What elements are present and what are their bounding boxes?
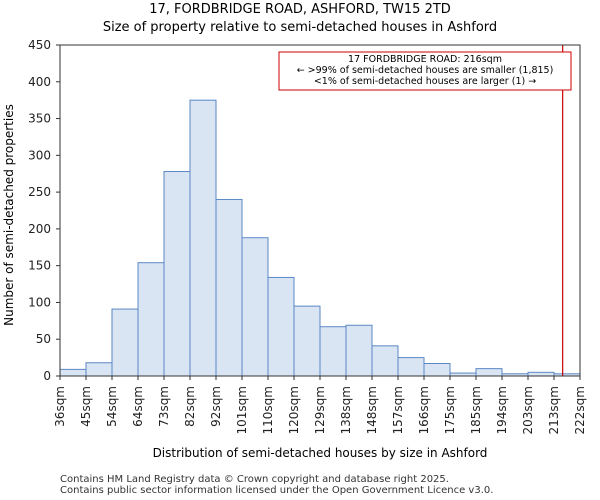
x-tick-label: 166sqm [417, 386, 431, 434]
chart-title: 17, FORDBRIDGE ROAD, ASHFORD, TW15 2TD [149, 2, 451, 17]
x-tick-label: 222sqm [573, 386, 587, 434]
x-tick-label: 213sqm [547, 386, 561, 434]
x-tick-label: 36sqm [53, 386, 67, 427]
x-tick-label: 64sqm [131, 386, 145, 427]
y-tick-label: 50 [36, 332, 51, 346]
x-tick-label: 101sqm [235, 386, 249, 434]
histogram-bar [267, 276, 295, 377]
y-tick-label: 350 [28, 112, 51, 126]
x-tick-label: 92sqm [209, 386, 223, 427]
histogram-bar [475, 368, 503, 377]
histogram-bar [111, 308, 139, 377]
y-tick-label: 200 [28, 222, 51, 236]
histogram-bar [423, 363, 451, 377]
y-tick-label: 0 [43, 369, 51, 383]
histogram-bar [371, 345, 399, 377]
histogram-chart: 17, FORDBRIDGE ROAD, ASHFORD, TW15 2TD S… [2, 2, 587, 460]
x-tick-label: 185sqm [469, 386, 483, 434]
chart-subtitle: Size of property relative to semi-detach… [103, 20, 497, 35]
histogram-bar [189, 99, 217, 377]
y-tick-label: 300 [28, 148, 51, 162]
histogram-bar [59, 368, 87, 377]
y-tick-label: 250 [28, 185, 51, 199]
x-tick-label: 138sqm [339, 386, 353, 434]
annotation-line-2: ← >99% of semi-detached houses are small… [297, 65, 554, 76]
plot-frame [59, 44, 581, 377]
histogram-bar [293, 305, 321, 377]
histogram-bar [397, 357, 425, 377]
y-axis-label: Number of semi-detached properties [2, 104, 16, 326]
footer-licence: Contains public sector information licen… [60, 485, 494, 496]
histogram-bar [215, 198, 243, 377]
y-tick-label: 150 [28, 259, 51, 273]
x-tick-label: 194sqm [495, 386, 509, 434]
x-tick-label: 73sqm [157, 386, 171, 427]
histogram-bar [241, 237, 269, 377]
histogram-bar [137, 262, 165, 377]
annotation-frame [278, 51, 572, 91]
x-tick-label: 82sqm [183, 386, 197, 427]
plot-area: 0 50 100 150 200 250 300 350 400 450 36sqm 45sqm 54s… [28, 38, 587, 434]
x-tick-label: 120sqm [287, 386, 301, 434]
histogram-bar [163, 171, 191, 377]
histogram-bar [527, 371, 555, 377]
annotation-line-3: <1% of semi-detached houses are larger (… [314, 76, 536, 87]
y-tick-label: 450 [28, 38, 51, 52]
x-tick-label: 157sqm [391, 386, 405, 434]
y-tick-label: 400 [28, 75, 51, 89]
histogram-bar [319, 326, 347, 377]
y-tick-label: 100 [28, 295, 51, 309]
x-axis-label: Distribution of semi-detached houses by … [153, 446, 488, 460]
footer-copyright: Contains HM Land Registry data © Crown c… [60, 474, 449, 485]
x-tick-label: 45sqm [79, 386, 93, 427]
x-tick-label: 129sqm [313, 386, 327, 434]
x-tick-label: 175sqm [443, 386, 457, 434]
x-tick-label: 148sqm [365, 386, 379, 434]
histogram-bar [85, 362, 113, 377]
x-tick-label: 54sqm [105, 386, 119, 427]
annotation-line-1: 17 FORDBRIDGE ROAD: 216sqm [348, 54, 502, 65]
x-tick-label: 110sqm [261, 386, 275, 434]
annotation-box: 17 FORDBRIDGE ROAD: 216sqm ← >99% of sem… [278, 51, 572, 91]
histogram-bar [345, 324, 373, 377]
x-tick-label: 203sqm [521, 386, 535, 434]
